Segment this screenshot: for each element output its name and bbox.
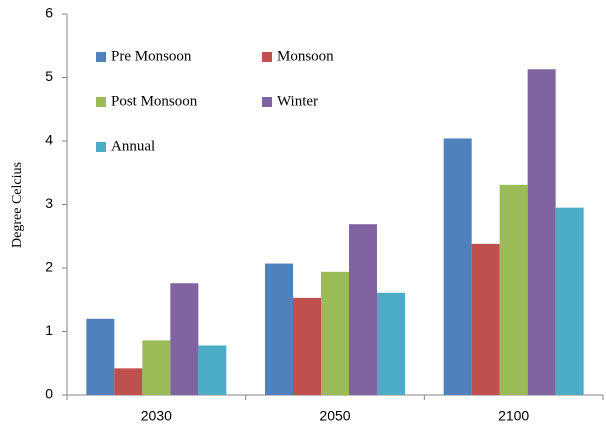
bar <box>349 224 377 395</box>
legend-label: Annual <box>111 138 155 154</box>
legend-swatch <box>96 97 106 107</box>
legend-label: Pre Monsoon <box>111 48 192 64</box>
y-tick-label: 0 <box>45 386 53 402</box>
bar <box>198 345 227 395</box>
legend-swatch <box>262 97 272 107</box>
legend-label: Monsoon <box>277 48 334 64</box>
bar <box>142 340 171 395</box>
y-axis-label: Degree Celcius <box>10 162 25 248</box>
bar <box>499 184 528 395</box>
bar <box>377 292 405 395</box>
bar <box>471 243 500 395</box>
y-tick-label: 3 <box>45 195 53 211</box>
bar <box>527 69 556 396</box>
bar <box>114 368 143 395</box>
y-tick-label: 6 <box>45 5 53 21</box>
y-tick-label: 5 <box>45 68 53 84</box>
bar <box>293 297 321 395</box>
y-tick-label: 4 <box>45 132 53 148</box>
x-tick-label: 2030 <box>141 408 172 424</box>
x-tick-label: 2050 <box>319 408 350 424</box>
y-tick-label: 2 <box>45 259 53 275</box>
bar <box>86 318 115 395</box>
legend-swatch <box>262 52 272 62</box>
bar <box>443 138 472 395</box>
bar <box>170 283 199 395</box>
y-tick-label: 1 <box>45 322 53 338</box>
bar <box>265 263 293 395</box>
bar <box>321 271 349 395</box>
legend-label: Post Monsoon <box>111 93 198 109</box>
x-tick-label: 2100 <box>498 408 529 424</box>
bar <box>555 207 584 395</box>
legend-swatch <box>96 142 106 152</box>
legend-swatch <box>96 52 106 62</box>
legend-label: Winter <box>277 93 318 109</box>
